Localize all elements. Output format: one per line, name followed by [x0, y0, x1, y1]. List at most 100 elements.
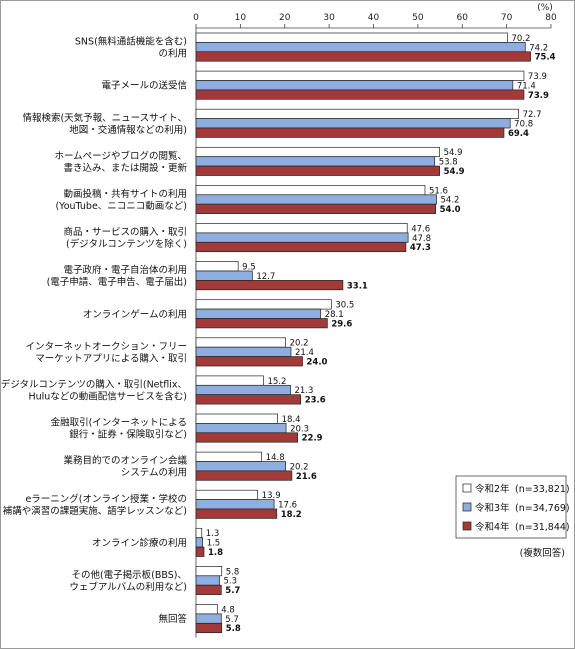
bar-series-3 [195, 470, 293, 481]
category-label: マーケットアプリによる購入・取引 [35, 352, 187, 364]
x-tick-label: 80 [545, 13, 557, 23]
bar-value-label: 20.3 [290, 424, 309, 434]
bar-series-3 [195, 546, 205, 557]
bar-series-1 [195, 566, 223, 577]
bar-value-label: 5.8 [226, 567, 240, 577]
bars-group: 70.274.275.4 73.971.473.9 72.770.869.4 54.9… [195, 32, 556, 634]
bar-value-label: 69.4 [508, 129, 529, 139]
bar-series-2 [195, 575, 220, 586]
bar-series-1 [195, 146, 440, 158]
category-label: 商品・サービスの購入・取引 [63, 226, 187, 238]
legend-series-name: 令和3年 [475, 502, 510, 514]
bar-value-label: 54.0 [440, 205, 461, 215]
bar-value-label: 54.2 [441, 196, 460, 206]
legend-swatch [462, 483, 472, 493]
bar-series-3 [195, 508, 278, 519]
bar-value-label: 14.8 [266, 453, 285, 463]
bar-series-2 [195, 499, 275, 510]
bar-value-label: 13.9 [262, 491, 281, 501]
bar-value-label: 1.8 [208, 548, 223, 558]
category-label: 情報検索(天気予報、ニュースサイト、 [22, 112, 187, 124]
category-label: 書き込み、または開設・更新 [63, 162, 187, 174]
bar-series-3 [195, 51, 531, 62]
bar-value-label: 1.5 [207, 539, 221, 549]
bar-series-3 [195, 89, 525, 100]
bar-series-2 [195, 384, 291, 396]
x-tick-label: 50 [412, 13, 424, 23]
bar-series-2 [195, 42, 526, 53]
legend-sample-size: (n=34,769) [515, 503, 570, 514]
category-label: (電子申請、電子申告、電子届出) [47, 276, 187, 288]
bar-value-label: 70.2 [512, 34, 531, 44]
bar-value-label: 54.9 [444, 167, 465, 177]
bar-value-label: 18.2 [281, 510, 302, 520]
bar-series-2 [195, 80, 514, 91]
category-label: eラーニング(オンライン授業・学校の [25, 493, 187, 505]
bar-series-1 [195, 299, 332, 310]
category-label: その他(電子掲示板(BBS)、 [71, 569, 187, 581]
category-label: の利用 [158, 48, 187, 60]
bar-series-2 [195, 346, 292, 357]
category-label: 動画投稿・共有サイトの利用 [63, 188, 187, 200]
bar-value-label: 12.7 [256, 272, 275, 282]
category-label: オンライン診療の利用 [92, 537, 187, 549]
legend-box [455, 475, 567, 539]
bar-value-label: 21.3 [295, 386, 314, 396]
bar-value-label: 5.7 [225, 615, 239, 625]
bar-series-2 [195, 232, 409, 243]
category-label: (デジタルコンテンツを除く) [66, 238, 187, 250]
bar-value-label: 29.6 [331, 319, 352, 329]
bar-series-3 [195, 622, 223, 634]
bar-value-label: 73.9 [528, 72, 547, 82]
category-label: SNS(無料通話機能を含む) [75, 36, 187, 48]
bar-series-3 [195, 203, 436, 214]
bar-series-2 [195, 118, 511, 129]
category-label: (YouTube、ニコニコ動画など) [55, 201, 187, 212]
bar-value-label: 53.8 [439, 158, 458, 168]
bar-series-2 [195, 537, 204, 548]
bar-series-1 [195, 527, 203, 539]
bar-series-1 [195, 337, 286, 348]
legend: 令和2年 (n=33,821) 令和3年 (n=34,769) 令和4年 (n=31,84… [455, 475, 570, 539]
legend-series-name: 令和2年 [475, 483, 510, 495]
category-labels: SNS(無料通話機能を含む)の利用電子メールの送受信情報検索(天気予報、ニュース… [1, 36, 188, 625]
legend-sample-size: (n=31,844) [515, 522, 570, 533]
bar-value-label: 23.6 [305, 396, 326, 406]
bar-value-label: 70.8 [514, 120, 533, 130]
bar-value-label: 51.6 [429, 186, 448, 196]
bar-value-label: 30.5 [335, 301, 354, 311]
bar-series-3 [195, 318, 328, 329]
bar-series-2 [195, 461, 286, 472]
bar-value-label: 20.2 [290, 462, 309, 472]
category-label: 電子政府・電子自治体の利用 [63, 264, 187, 276]
bar-value-label: 4.8 [221, 605, 235, 615]
bar-series-1 [195, 223, 408, 234]
bar-series-2 [195, 308, 322, 319]
category-label: デジタルコンテンツの購入・取引(Netflix、 [1, 378, 187, 390]
category-label: Huluなどの動画配信サービスを含む) [28, 390, 187, 402]
x-tick-label: 60 [457, 13, 469, 23]
bar-series-2 [195, 613, 222, 624]
multiple-answer-note: (複数回答) [520, 547, 565, 559]
bar-series-3 [195, 584, 222, 595]
category-label: システムの利用 [121, 467, 187, 479]
category-label: 無回答 [158, 613, 187, 625]
bar-series-1 [195, 32, 508, 43]
bar-value-label: 22.9 [302, 434, 323, 444]
category-label: 業務目的でのオンライン会議 [63, 455, 187, 467]
bar-value-label: 5.8 [226, 624, 241, 634]
bar-series-1 [195, 451, 263, 462]
category-label: 金融取引(インターネットによる [51, 417, 187, 429]
bar-value-label: 74.2 [529, 43, 548, 53]
bar-value-label: 15.2 [267, 377, 286, 387]
bar-value-label: 1.3 [206, 529, 220, 539]
category-label: 電子メールの送受信 [101, 80, 187, 92]
bar-series-3 [195, 280, 344, 291]
bar-value-label: 24.0 [307, 358, 328, 368]
bar-series-1 [195, 185, 426, 196]
bar-value-label: 5.7 [225, 586, 240, 596]
legend-sample-size: (n=33,821) [515, 484, 570, 495]
bar-value-label: 18.4 [282, 415, 301, 425]
x-tick-label: 30 [323, 13, 335, 23]
